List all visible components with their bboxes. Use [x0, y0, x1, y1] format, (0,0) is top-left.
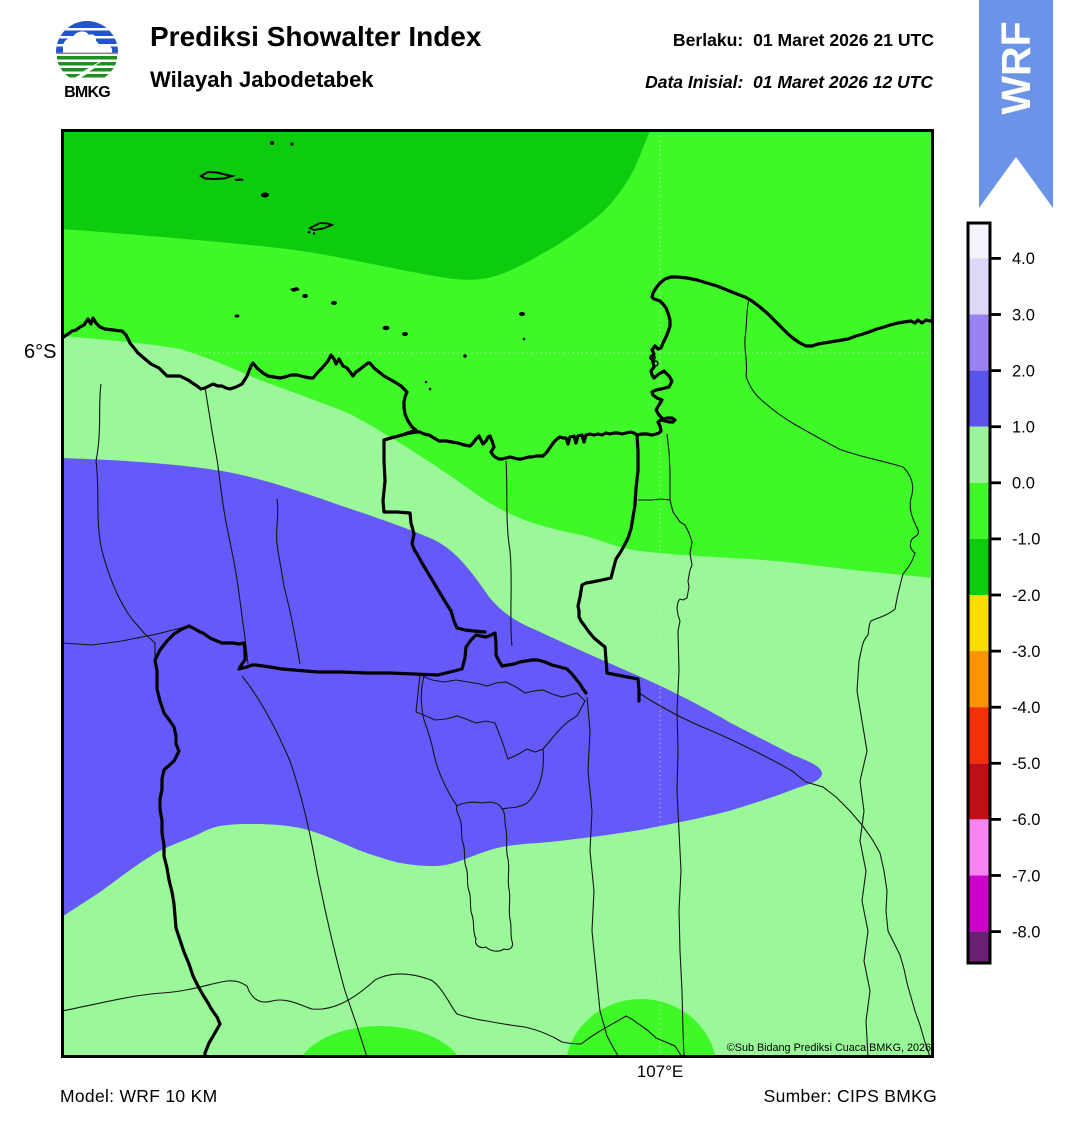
- svg-text:-8.0: -8.0: [1012, 923, 1040, 941]
- svg-text:WRF: WRF: [993, 21, 1039, 114]
- svg-text:-3.0: -3.0: [1012, 643, 1040, 661]
- svg-text:-5.0: -5.0: [1012, 755, 1040, 773]
- svg-text:-7.0: -7.0: [1012, 867, 1040, 885]
- svg-text:3.0: 3.0: [1012, 306, 1035, 324]
- svg-text:0.0: 0.0: [1012, 475, 1035, 493]
- svg-text:-6.0: -6.0: [1012, 811, 1040, 829]
- svg-text:-4.0: -4.0: [1012, 699, 1040, 717]
- svg-text:©Sub Bidang Prediksi Cuaca BMK: ©Sub Bidang Prediksi Cuaca BMKG, 2026: [727, 1042, 931, 1054]
- svg-text:-2.0: -2.0: [1012, 587, 1040, 605]
- svg-text:1.0: 1.0: [1012, 419, 1035, 437]
- svg-text:2.0: 2.0: [1012, 362, 1035, 380]
- svg-text:-1.0: -1.0: [1012, 531, 1040, 549]
- svg-text:4.0: 4.0: [1012, 250, 1035, 268]
